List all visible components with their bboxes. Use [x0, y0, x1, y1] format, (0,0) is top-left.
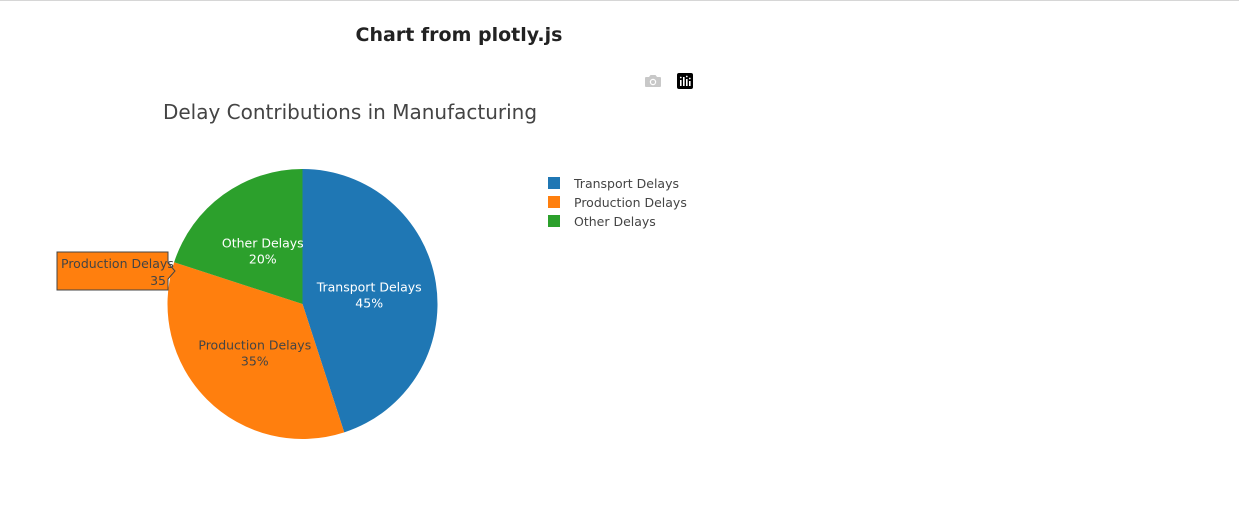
legend-label-production-delays: Production Delays	[574, 195, 687, 210]
plotly-logo-icon	[677, 73, 693, 89]
slice-percent-transport-delays: 45%	[355, 295, 383, 310]
legend: Transport Delays Production Delays Other D…	[548, 176, 687, 229]
chart-title: Delay Contributions in Manufacturing	[163, 100, 537, 124]
hover-tooltip-value: 35	[150, 273, 166, 288]
legend-swatch-transport-delays	[548, 177, 560, 189]
legend-label-other-delays: Other Delays	[574, 214, 656, 229]
legend-item-other-delays[interactable]: Other Delays	[548, 214, 656, 229]
slice-percent-other-delays: 20%	[249, 251, 277, 266]
slice-label-other-delays: Other Delays	[222, 235, 304, 250]
legend-swatch-production-delays	[548, 196, 560, 208]
camera-icon	[645, 75, 661, 87]
hover-tooltip-box	[56, 251, 176, 291]
pie-slice-transport-delays[interactable]	[302, 169, 438, 433]
download-png-button[interactable]	[644, 72, 662, 90]
slices-layer	[167, 169, 438, 439]
top-border	[0, 0, 1239, 1]
slice-percent-production-delays: 35%	[241, 354, 269, 369]
legend-item-production-delays[interactable]: Production Delays	[548, 195, 687, 210]
hover-tooltip-label: Production Delays	[61, 256, 174, 271]
modebar	[644, 72, 694, 90]
pie-slice-other-delays[interactable]	[174, 169, 303, 304]
legend-item-transport-delays[interactable]: Transport Delays	[548, 176, 679, 191]
plotly-logo-button[interactable]	[676, 72, 694, 90]
slice-label-production-delays: Production Delays	[198, 338, 311, 353]
slice-label-transport-delays: Transport Delays	[316, 279, 422, 294]
legend-swatch-other-delays	[548, 215, 560, 227]
page-heading: Chart from plotly.js	[355, 24, 563, 46]
legend-label-transport-delays: Transport Delays	[573, 176, 679, 191]
hover-tooltip: Production Delays 35	[56, 251, 176, 291]
pie-slice-production-delays[interactable]	[167, 262, 345, 439]
